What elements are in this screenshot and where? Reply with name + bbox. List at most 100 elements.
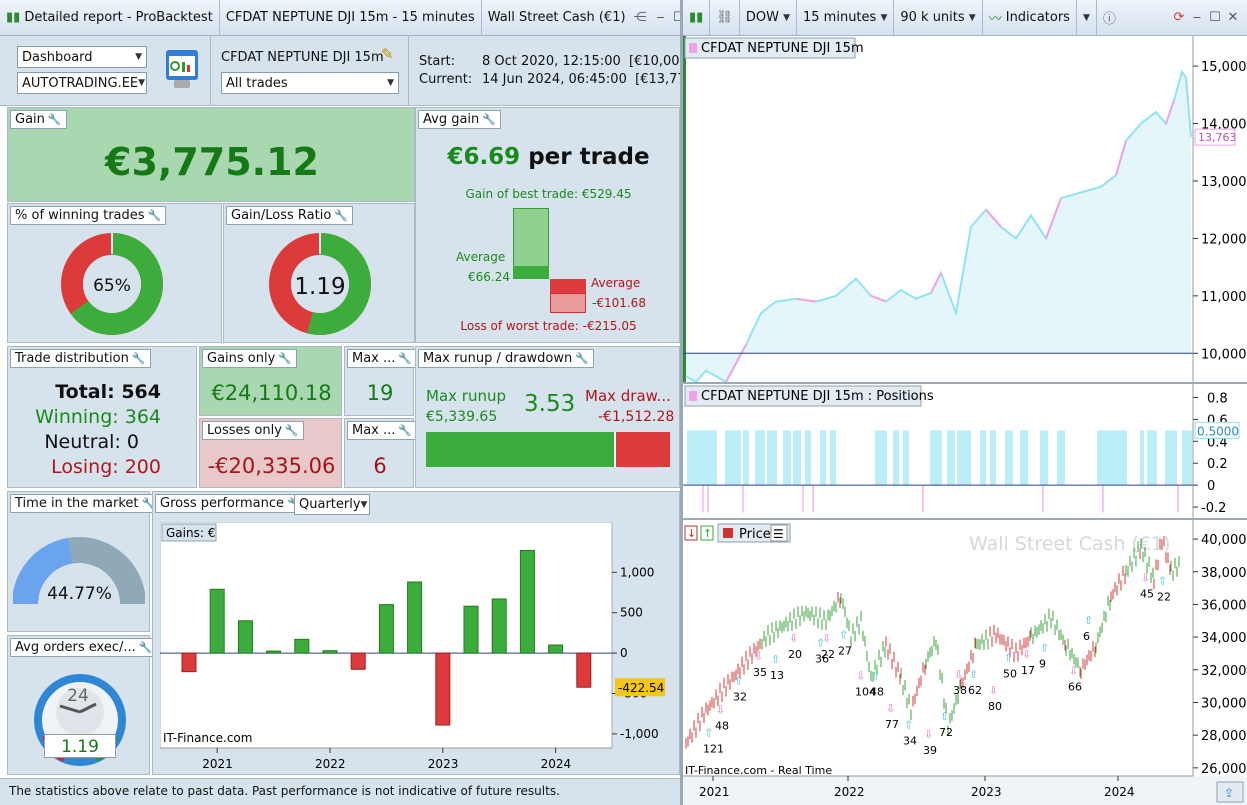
runup-tab[interactable]: Max runup / drawdown 🔧 bbox=[418, 349, 594, 368]
maximize-icon[interactable]: ☐ bbox=[1209, 10, 1221, 25]
wrench-icon[interactable]: 🔧 bbox=[398, 424, 413, 437]
winning-pct-value: 65% bbox=[93, 276, 131, 296]
watermark: Wall Street Cash (€1) bbox=[969, 533, 1170, 555]
y-tick-label: 34,000 bbox=[1201, 631, 1247, 646]
trade-count-label: 22 bbox=[1157, 591, 1171, 604]
worst-trade: Loss of worst trade: -€215.05 bbox=[460, 319, 637, 333]
list-button bbox=[770, 524, 788, 542]
avg-win-value: €66.24 bbox=[468, 270, 510, 284]
x-tick-label: 2021 bbox=[202, 757, 233, 771]
avg-orders-tab[interactable]: Avg orders exec/... 🔧 bbox=[10, 638, 158, 657]
period-select[interactable]: Quarterly ▼ bbox=[294, 494, 370, 515]
y-tick-label: 1,000 bbox=[620, 565, 654, 579]
watermark: IT-Finance.com bbox=[163, 731, 252, 745]
losses-only-tab[interactable]: Losses only 🔧 bbox=[202, 421, 304, 440]
footer-bar: The statistics above relate to past data… bbox=[0, 778, 680, 805]
system-select[interactable]: AUTOTRADING.EE ▼ bbox=[17, 72, 147, 94]
wrench-icon[interactable]: 🔧 bbox=[398, 352, 413, 365]
report-icon[interactable] bbox=[164, 48, 200, 90]
bar bbox=[378, 604, 394, 654]
last-value-label: 0.5000 bbox=[1197, 424, 1239, 438]
legend-swatch bbox=[689, 391, 697, 401]
gains-only-panel: Gains only 🔧 €24,110.18 bbox=[199, 346, 342, 416]
trade-count-label: 72 bbox=[939, 726, 953, 739]
chart-app-tab[interactable]: ▮▮ bbox=[683, 0, 711, 35]
gain-loss-tab[interactable]: Gain/Loss Ratio 🔧 bbox=[226, 206, 353, 225]
sell-button bbox=[684, 525, 698, 541]
footer-note: The statistics above relate to past data… bbox=[9, 784, 560, 798]
edit-icon[interactable]: ✎ bbox=[381, 45, 394, 63]
instrument-tab[interactable]: CFDAT NEPTUNE DJI 15m - 15 minutes bbox=[220, 0, 482, 35]
avg-loss-bar-max bbox=[550, 293, 586, 313]
max-wins-tab[interactable]: Max ... 🔧 bbox=[347, 349, 418, 368]
symbol-select[interactable]: DOW ▼ bbox=[740, 0, 797, 35]
trade-distribution-tab[interactable]: Trade distribution 🔧 bbox=[10, 349, 151, 368]
minimize-icon[interactable]: ‒ bbox=[1192, 10, 1202, 25]
trade-count-label: 48 bbox=[715, 720, 729, 733]
view-select[interactable]: Dashboard ▼ bbox=[17, 46, 147, 68]
indicators-icon: 〰 bbox=[988, 12, 1002, 27]
runup-label: Max runup bbox=[426, 387, 506, 405]
indicators-button[interactable]: 〰 Indicators bbox=[983, 0, 1077, 35]
avg-gain-line: €6.69 per trade bbox=[416, 144, 681, 170]
trade-count-label: 45 bbox=[1140, 587, 1154, 600]
refresh-icon[interactable]: ⟳ bbox=[1173, 10, 1185, 25]
runup-value: €5,339.65 bbox=[426, 409, 498, 425]
start-value: 8 Oct 2020, 12:15:00 [€10,000.00] bbox=[482, 54, 714, 69]
max-losses-tab[interactable]: Max ... 🔧 bbox=[347, 421, 418, 440]
avg-loss-value: -€101.68 bbox=[592, 296, 646, 310]
winning-pct-tab[interactable]: % of winning trades 🔧 bbox=[10, 206, 167, 225]
y-tick-label: 38,000 bbox=[1201, 566, 1247, 581]
chart-title-box bbox=[684, 37, 856, 59]
share-icon[interactable]: ⋲ bbox=[633, 10, 647, 25]
gains-only-tab[interactable]: Gains only 🔧 bbox=[202, 349, 297, 368]
right-window-toolbar: ▮▮ ⛓ DOW ▼ 15 minutes ▼ 90 k units ▼ 〰 In… bbox=[683, 0, 1247, 36]
trades-select[interactable]: All trades ▼ bbox=[221, 72, 399, 94]
trade-arrow-icon: ⇩ bbox=[822, 632, 831, 645]
avg-loss-bar bbox=[550, 279, 586, 293]
losses-only-value: -€20,335.06 bbox=[207, 454, 336, 478]
y-tick-label: 40,000 bbox=[1201, 533, 1247, 548]
wrench-icon[interactable]: 🔧 bbox=[131, 352, 146, 365]
info-button[interactable]: ⓘ bbox=[1097, 0, 1122, 35]
left-accent bbox=[683, 36, 686, 382]
indicators-menu[interactable]: ▼ bbox=[1077, 0, 1097, 35]
losses-only-panel: Losses only 🔧 -€20,335.06 bbox=[199, 418, 342, 488]
y-tick-label: 0.2 bbox=[1207, 457, 1228, 472]
wrench-icon[interactable]: 🔧 bbox=[141, 497, 156, 510]
trade-count-label: 13 bbox=[770, 669, 784, 682]
chart-title: Price bbox=[739, 527, 771, 542]
minimize-icon[interactable]: ‒ bbox=[656, 10, 665, 25]
wrench-icon[interactable]: 🔧 bbox=[147, 209, 162, 222]
wrench-icon[interactable]: 🔧 bbox=[334, 209, 348, 222]
avg-gain-tab[interactable]: Avg gain 🔧 bbox=[418, 110, 501, 129]
close-icon[interactable]: ✕ bbox=[1227, 10, 1239, 25]
wrench-icon[interactable]: 🔧 bbox=[575, 352, 589, 365]
trade-arrow-icon: ⇧ bbox=[871, 669, 880, 682]
gain-value: €3,775.12 bbox=[105, 140, 319, 184]
units-select[interactable]: 90 k units ▼ bbox=[894, 0, 983, 35]
wrench-icon[interactable]: 🔧 bbox=[47, 113, 62, 126]
bar bbox=[237, 620, 253, 654]
last-value-label: -422.54 bbox=[618, 681, 664, 695]
trade-count-label: 48 bbox=[870, 685, 884, 698]
gain-loss-donut bbox=[269, 232, 371, 335]
app-tab[interactable]: ▮▮ Detailed report - ProBacktest bbox=[0, 0, 220, 35]
wrench-icon[interactable]: 🔧 bbox=[278, 352, 292, 365]
window-divider[interactable] bbox=[680, 0, 683, 805]
gain-loss-value: 1.19 bbox=[294, 274, 346, 300]
bar bbox=[407, 581, 423, 654]
link-button[interactable]: ⛓ bbox=[710, 0, 740, 35]
trade-arrow-icon: ⇧ bbox=[1040, 642, 1049, 655]
maximize-icon[interactable]: ☐ bbox=[672, 10, 685, 25]
wrench-icon[interactable]: 🔧 bbox=[138, 641, 153, 654]
time-in-market-tab[interactable]: Time in the market 🔧 bbox=[10, 494, 161, 513]
gain-tab[interactable]: Gain 🔧 bbox=[10, 110, 67, 129]
wrench-icon[interactable]: 🔧 bbox=[284, 424, 299, 437]
wrench-icon[interactable]: 🔧 bbox=[482, 113, 496, 126]
timeframe-select[interactable]: 15 minutes ▼ bbox=[797, 0, 895, 35]
gross-perf-tab[interactable]: Gross performance🔧 bbox=[155, 494, 306, 513]
market-tab[interactable]: Wall Street Cash (€1) ⋲ bbox=[482, 0, 653, 35]
winning-pct-panel: % of winning trades 🔧 65% bbox=[7, 203, 222, 343]
